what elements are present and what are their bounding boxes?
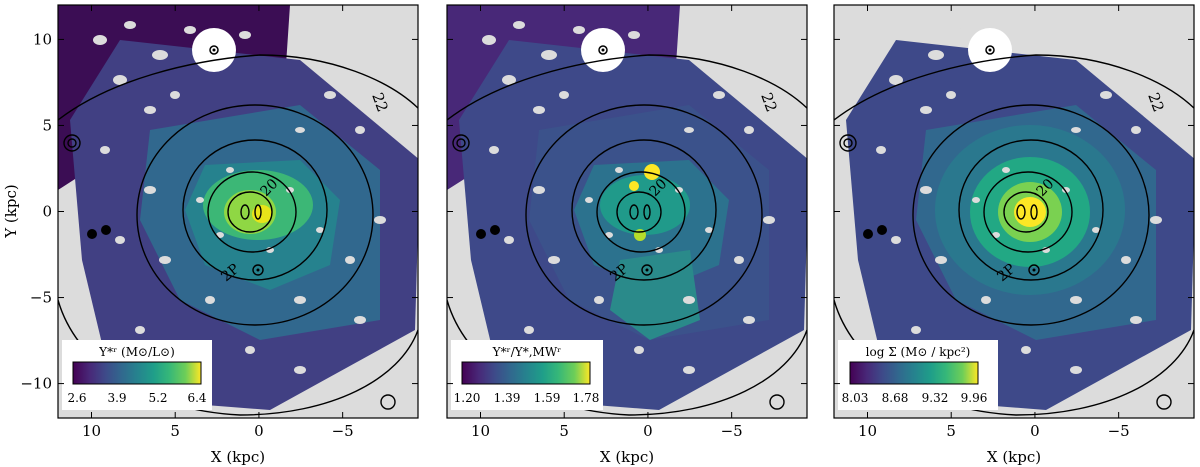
- y-tick-label: −10: [20, 375, 52, 393]
- colorbar-tick: 3.9: [107, 391, 126, 405]
- colorbar-tick: 8.03: [842, 391, 869, 405]
- hot-spot: [629, 181, 639, 191]
- colorbar-tick: 9.32: [922, 391, 949, 405]
- contour-label-outer: 22: [1144, 90, 1167, 114]
- x-tick-label: −5: [1108, 422, 1130, 440]
- y-tick-label: −5: [30, 289, 52, 307]
- core-peak: [1014, 197, 1046, 227]
- y-axis-label: Y (kpc): [2, 184, 20, 238]
- y-ticks: [447, 38, 807, 385]
- x-ticks: 10 5 0 −5: [858, 5, 1130, 440]
- x-ticks: 10 5 0 −5: [471, 5, 743, 440]
- colorbar: log Σ (M⊙ / kpc²) 8.03 8.68 9.32 9.96: [838, 340, 998, 410]
- contour-label-outer: 22: [757, 90, 780, 114]
- x-tick-label: 0: [254, 422, 264, 440]
- colorbar-tick: 5.2: [148, 391, 167, 405]
- colorbar-label: Υ*ʳ (M⊙/L⊙): [98, 345, 175, 359]
- y-tick-label: 10: [33, 30, 52, 48]
- colorbar-tick: 2.6: [67, 391, 86, 405]
- hot-spot: [644, 164, 660, 180]
- colorbar-tick: 9.96: [961, 391, 988, 405]
- x-axis-label: X (kpc): [600, 448, 654, 466]
- x-ticks: 10 5 0 −5: [82, 5, 354, 440]
- colorbar-tick: 6.4: [187, 391, 206, 405]
- contour-label-outer: 22: [368, 90, 391, 114]
- colorbar-tick: 1.78: [573, 391, 600, 405]
- x-tick-label: 5: [946, 422, 956, 440]
- x-tick-label: 10: [82, 422, 101, 440]
- map-layer: 22 20 2P: [834, 21, 1194, 416]
- colorbar-tick: 1.39: [494, 391, 521, 405]
- panel-2: 22 20 2P Υ*ʳ/Υ*,MWʳ 1.20 1.39 1.59 1.78 …: [446, 4, 808, 466]
- colorbar-tick: 8.68: [882, 391, 909, 405]
- y-ticks: [834, 38, 1194, 385]
- x-axis-label: X (kpc): [987, 448, 1041, 466]
- x-tick-label: −5: [721, 422, 743, 440]
- x-tick-label: 10: [471, 422, 490, 440]
- x-tick-label: 0: [643, 422, 653, 440]
- map-layer: 22 20 2P: [58, 5, 418, 416]
- isophote-contours: [447, 54, 807, 416]
- panel-1: 22 20 2P Υ*ʳ (M⊙/L⊙) 2.6 3.9 5.2 6.4 10 5…: [2, 4, 419, 466]
- core-bright: [224, 190, 276, 234]
- x-tick-label: −5: [332, 422, 354, 440]
- x-tick-label: 5: [170, 422, 180, 440]
- y-tick-label: 0: [42, 203, 52, 221]
- panel-3: 22 20 2P log Σ (M⊙ / kpc²) 8.03 8.68 9.3…: [833, 4, 1195, 466]
- colorbar-tick: 1.20: [454, 391, 481, 405]
- colorbar-label: log Σ (M⊙ / kpc²): [866, 345, 971, 359]
- x-tick-label: 10: [858, 422, 877, 440]
- masked-sources: [482, 21, 775, 374]
- map-layer: 22 20 2P: [447, 5, 807, 416]
- y-ticks: 10 5 0 −5 −10: [20, 30, 418, 393]
- colorbar-tick: 1.59: [534, 391, 561, 405]
- core-region: [600, 175, 690, 235]
- x-tick-label: 0: [1030, 422, 1040, 440]
- colorbar: Υ*ʳ (M⊙/L⊙) 2.6 3.9 5.2 6.4: [62, 340, 212, 410]
- x-tick-label: 5: [559, 422, 569, 440]
- colorbar-label: Υ*ʳ/Υ*,MWʳ: [492, 345, 562, 359]
- colorbar: Υ*ʳ/Υ*,MWʳ 1.20 1.39 1.59 1.78: [451, 340, 603, 410]
- y-tick-label: 5: [42, 116, 52, 134]
- x-axis-label: X (kpc): [211, 448, 265, 466]
